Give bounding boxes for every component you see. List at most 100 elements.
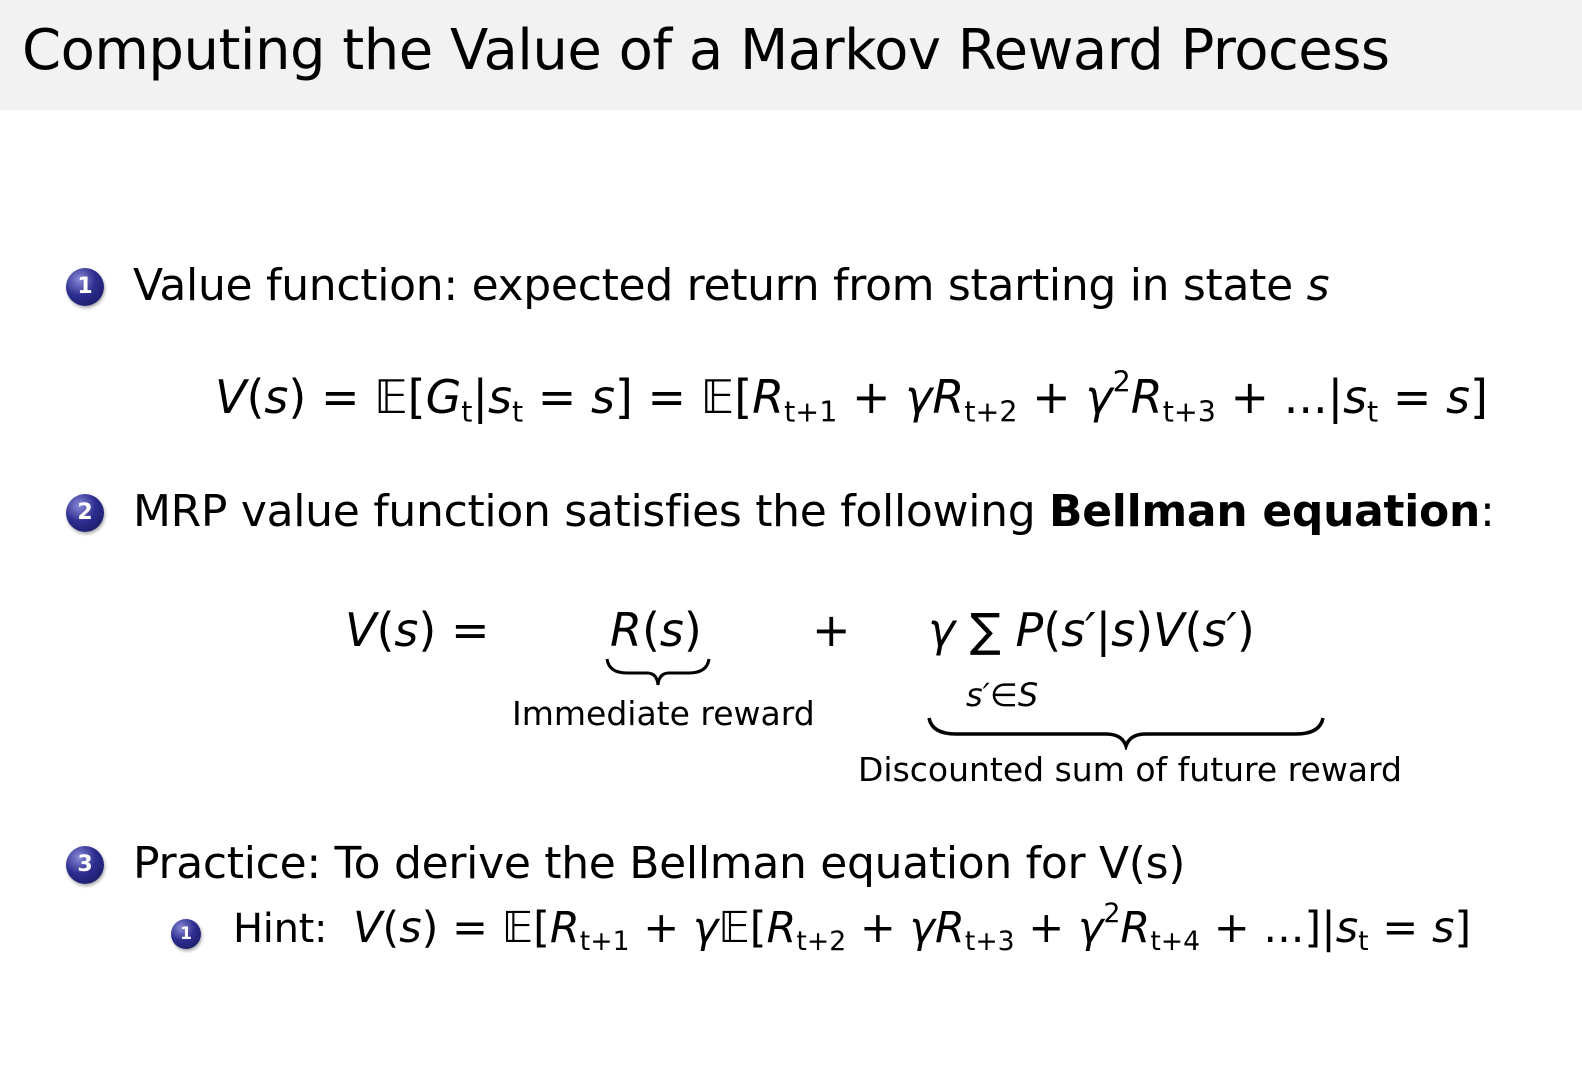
slide-title: Computing the Value of a Markov Reward P… xyxy=(22,18,1390,83)
math-token: ( xyxy=(382,903,400,953)
math-token: ) = 𝔼[ xyxy=(288,370,426,424)
math-token: + xyxy=(1017,370,1086,424)
math-token: t xyxy=(1367,395,1379,429)
math-token: P xyxy=(1015,603,1044,657)
bellman-lhs: V(s) = xyxy=(345,603,490,657)
title-bar: Computing the Value of a Markov Reward P… xyxy=(0,0,1582,110)
item-text: Value function: expected return from sta… xyxy=(133,260,1307,311)
math-token: + xyxy=(812,603,851,657)
math-token: R xyxy=(549,903,580,953)
state-variable: s xyxy=(1306,260,1330,311)
math-token: s′ xyxy=(966,676,990,714)
math-token: R xyxy=(1130,370,1163,424)
math-token: ] xyxy=(1470,370,1488,424)
math-token: s xyxy=(394,603,419,657)
math-token: s xyxy=(1431,903,1455,953)
math-token: S xyxy=(1017,676,1039,714)
math-token: ) xyxy=(1135,603,1154,657)
item-colon: : xyxy=(1479,486,1495,537)
math-token: + xyxy=(846,903,910,953)
math-token: t+1 xyxy=(579,925,630,957)
math-token: t+3 xyxy=(1162,395,1216,429)
math-token: t xyxy=(1358,925,1369,957)
math-token: s xyxy=(1335,903,1359,953)
math-token: 𝔼[ xyxy=(718,903,767,953)
math-token: R xyxy=(752,370,785,424)
math-token: R xyxy=(766,903,797,953)
math-token: t xyxy=(511,395,524,429)
math-token: + xyxy=(837,370,906,424)
math-token: V xyxy=(215,370,247,424)
math-token: s′ xyxy=(1202,603,1237,657)
math-token: R xyxy=(610,603,642,657)
math-token: + xyxy=(1014,903,1078,953)
hint-equation: V(s) = 𝔼[Rt+1 + γ𝔼[Rt+2 + γRt+3 + γ2Rt+4… xyxy=(353,900,1472,955)
math-token: γ xyxy=(692,903,719,953)
math-token: s xyxy=(659,603,684,657)
math-token: s xyxy=(1111,603,1136,657)
value-definition-equation: V(s) = 𝔼[Gt|st = s] = 𝔼[Rt+1 + γRt+2 + γ… xyxy=(215,368,1488,426)
math-token: V xyxy=(353,903,383,953)
math-token: 2 xyxy=(1103,898,1121,930)
math-token: V xyxy=(1153,603,1185,657)
math-token: s′ xyxy=(1061,603,1096,657)
sub-bullet-number-1: 1 xyxy=(171,919,201,949)
bellman-future-term: γ ∑ P(s′|s)V(s′) xyxy=(928,603,1255,657)
immediate-reward-label: Immediate reward xyxy=(512,694,815,733)
discounted-sum-label: Discounted sum of future reward xyxy=(858,750,1402,789)
math-token: ] xyxy=(1454,903,1472,953)
math-token: t xyxy=(461,395,473,429)
math-token: + ...| xyxy=(1215,370,1344,424)
math-token: s xyxy=(590,370,615,424)
math-token: γR xyxy=(905,370,965,424)
math-token: γ xyxy=(1078,903,1104,953)
bellman-reward-term: R(s) xyxy=(610,603,702,657)
math-token: = xyxy=(1378,370,1447,424)
math-token: ) xyxy=(1236,603,1255,657)
item-value-function: Value function: expected return from sta… xyxy=(133,260,1330,311)
math-token: = xyxy=(523,370,591,424)
math-token: + ...]| xyxy=(1200,903,1336,953)
hint-label: Hint: xyxy=(233,906,328,952)
math-token: ) xyxy=(683,603,702,657)
underbrace-reward xyxy=(605,658,711,686)
math-token: γ xyxy=(928,603,956,657)
underbrace-future xyxy=(927,717,1325,750)
math-token: ) = xyxy=(418,603,490,657)
math-token: | xyxy=(472,370,488,424)
math-token: R xyxy=(1120,903,1151,953)
math-token: G xyxy=(425,370,462,424)
item-practice: Practice: To derive the Bellman equation… xyxy=(133,838,1186,889)
math-token: 2 xyxy=(1112,365,1131,399)
math-token: ( xyxy=(1043,603,1062,657)
math-token: ( xyxy=(246,370,265,424)
bullet-number-1: 1 xyxy=(66,268,104,306)
math-token: t+2 xyxy=(964,395,1018,429)
math-token: s xyxy=(264,370,289,424)
math-token: = xyxy=(1368,903,1432,953)
math-token: ] = 𝔼[ xyxy=(614,370,753,424)
bullet-number-3: 3 xyxy=(66,846,104,884)
math-token: t+1 xyxy=(784,395,838,429)
sum-index: s′∈S xyxy=(966,676,1038,714)
math-token: t+2 xyxy=(796,925,847,957)
bellman-plus: + xyxy=(812,603,851,657)
item-bellman: MRP value function satisfies the followi… xyxy=(133,486,1495,537)
math-token: γ xyxy=(1085,370,1113,424)
math-token: ( xyxy=(1184,603,1203,657)
math-token: t+4 xyxy=(1150,925,1201,957)
math-token: s xyxy=(487,370,512,424)
math-token: s xyxy=(399,903,422,953)
math-token: t+3 xyxy=(964,925,1015,957)
math-token: ( xyxy=(376,603,395,657)
math-token: ∑ xyxy=(955,603,1016,657)
math-token: s xyxy=(1446,370,1470,424)
math-token: s xyxy=(1343,370,1368,424)
math-token: ( xyxy=(641,603,660,657)
item-text: MRP value function satisfies the followi… xyxy=(133,486,1050,537)
bullet-number-2: 2 xyxy=(66,494,104,532)
math-token: + xyxy=(629,903,693,953)
bold-term: Bellman equation xyxy=(1049,486,1480,537)
math-token: ∈ xyxy=(989,676,1018,714)
math-token: ) = 𝔼[ xyxy=(421,903,550,953)
